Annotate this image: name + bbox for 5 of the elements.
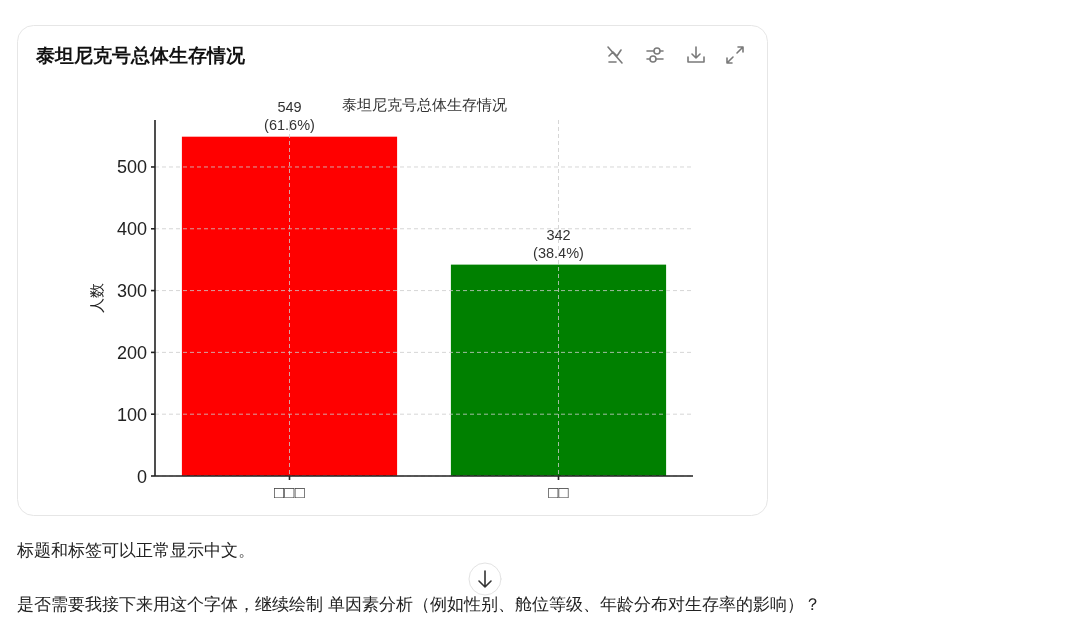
annotation: 标题和标签可以正常显示中文。 bbox=[17, 541, 255, 559]
annotation: 是否需要我接下来用这个字体，继续绘制 单因素分析（例如性别、舱位等级、年龄分布对生存率的影响）？ bbox=[17, 595, 821, 613]
title: 泰坦尼克号总体生存情况 bbox=[36, 45, 245, 66]
chart-title: 泰坦尼克号总体生存情况 bbox=[341, 96, 507, 113]
ylabel: 人数 bbox=[88, 283, 105, 313]
